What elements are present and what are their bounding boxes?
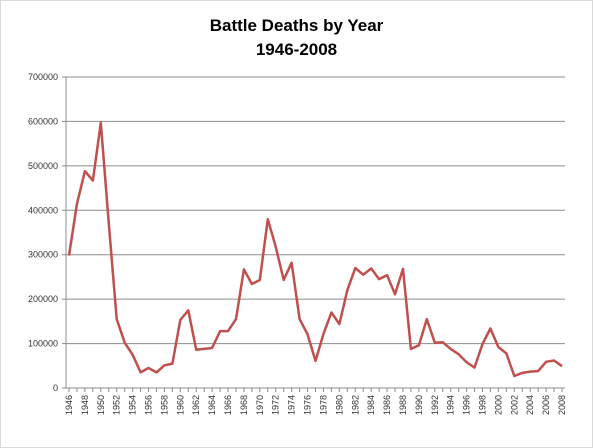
x-tick-label: 1986 [382,395,392,415]
x-tick-labels: 1946 1948 1950 1952 1954 1956 1958 1960 1962 1964… [64,395,567,415]
x-tick-label: 1982 [350,395,360,415]
x-tick-label: 1998 [477,395,487,415]
x-tick-label: 1968 [239,395,249,415]
x-tick-label: 1950 [96,395,106,415]
x-tick-label: 1962 [191,395,201,415]
x-tick-label: 1980 [334,395,344,415]
x-tick-label: 1990 [414,395,424,415]
x-tick-label: 2008 [557,395,567,415]
y-tick-labels: 0 100000 200000 300000 400000 500000 600000 700… [28,72,58,393]
x-tick-label: 1970 [255,395,265,415]
series-line [67,121,563,378]
y-tick-label: 400000 [28,205,58,215]
x-tick-label: 1974 [287,395,297,415]
x-tick-label: 1976 [303,395,313,415]
x-tick-label: 2002 [509,395,519,415]
x-tick-label: 1994 [446,395,456,415]
x-tick-label: 2006 [541,395,551,415]
x-tick-label: 1960 [175,395,185,415]
x-tick-label: 1984 [366,395,376,415]
chart-title: Battle Deaths by Year [209,16,384,35]
x-tick-label: 1972 [271,395,281,415]
x-tick-label: 1946 [64,395,74,415]
x-tick-label: 1954 [128,395,138,415]
chart-subtitle: 1946-2008 [255,40,338,59]
x-tick-label: 1966 [223,395,233,415]
x-tick-label: 1948 [80,395,90,415]
x-tick-label: 2000 [493,395,503,415]
y-tick-label: 300000 [28,250,58,260]
x-tick-label: 1996 [462,395,472,415]
x-tick-label: 1956 [144,395,154,415]
x-tick-label: 1964 [207,395,217,415]
y-tick-label: 700000 [28,72,58,82]
x-tick-label: 1958 [159,395,169,415]
gridlines [62,76,565,389]
x-tick-label: 1952 [112,395,122,415]
x-tick-label: 1992 [430,395,440,415]
y-tick-label: 600000 [28,116,58,126]
y-tick-label: 200000 [28,294,58,304]
x-tick-label: 1978 [318,395,328,415]
x-tick-label: 1988 [398,395,408,415]
axes [65,77,565,392]
y-tick-label: 500000 [28,161,58,171]
y-tick-label: 100000 [28,339,58,349]
x-tick-label: 2004 [525,395,535,415]
y-tick-label: 0 [53,383,58,393]
